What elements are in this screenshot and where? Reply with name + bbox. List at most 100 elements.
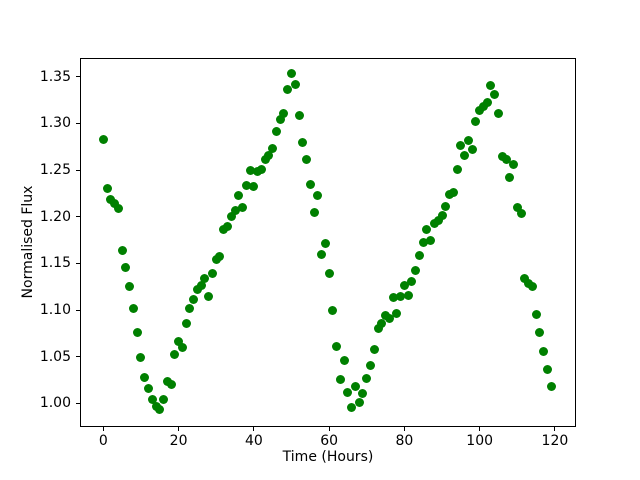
data-point [302,155,312,165]
data-point [343,387,353,397]
data-point [200,273,210,283]
data-point [478,102,488,112]
data-point [486,80,496,90]
data-point [407,276,417,286]
data-point [249,182,259,192]
data-point [373,324,383,334]
y-tick-label: 1.35 [39,68,71,85]
data-point [241,181,251,191]
x-tick-mark [253,427,255,431]
data-point [509,159,519,169]
data-point [350,382,360,391]
data-point [414,251,424,261]
data-point [501,155,511,165]
y-tick-mark [76,169,80,171]
y-tick-mark [76,356,80,358]
data-point [520,273,530,283]
data-point [384,313,394,323]
data-point [426,235,436,245]
data-point [143,383,153,393]
data-point [174,337,184,347]
y-tick-label: 1.00 [39,395,71,412]
data-point [418,238,428,248]
x-tick-label: 120 [541,433,569,449]
data-point [493,108,503,118]
x-tick-mark [102,427,104,431]
data-point [264,150,274,160]
data-point [215,252,225,262]
data-point [475,105,485,115]
data-point [347,403,357,413]
data-point [422,225,432,235]
y-tick-mark [76,122,80,124]
data-point [527,282,537,292]
x-tick-mark [554,427,556,431]
y-tick-label: 1.15 [39,255,71,272]
data-point [539,346,549,356]
data-point [185,303,195,313]
data-point [369,344,379,354]
data-point [335,374,345,384]
y-tick-label: 1.25 [39,162,71,179]
data-point [467,145,477,155]
data-point [460,150,470,160]
data-point [535,327,545,337]
data-point [196,281,206,291]
data-point [441,201,451,211]
data-point [132,327,142,337]
data-point [377,319,387,329]
data-point [283,85,293,95]
data-point [113,203,123,213]
data-point [490,89,500,99]
y-tick-label: 1.10 [39,302,71,318]
x-tick-label: 60 [320,433,339,449]
data-point [230,205,240,215]
data-point [505,173,515,183]
x-tick-label: 20 [169,433,188,449]
data-point [317,250,327,260]
data-point [268,144,278,154]
y-tick-label: 1.30 [39,115,71,132]
data-point [256,164,266,174]
x-tick-label: 100 [466,433,494,449]
data-point [411,266,421,276]
data-point [471,117,481,127]
y-axis-label: Normalised Flux [20,185,36,299]
data-point [358,389,368,399]
data-point [121,262,131,272]
x-tick-mark [178,427,180,431]
data-point [332,341,342,351]
y-tick-mark [76,309,80,311]
data-point [309,208,319,218]
x-tick-mark [479,427,481,431]
data-point [260,155,270,165]
data-point [140,372,150,382]
y-tick-label: 1.05 [39,348,71,365]
data-point [290,79,300,89]
data-point [399,281,409,291]
x-tick-label: 0 [98,433,108,449]
x-tick-label: 40 [244,433,263,449]
y-tick-mark [76,402,80,404]
data-point [305,180,315,190]
x-tick-label: 80 [395,433,414,449]
data-point [204,291,214,301]
data-point [546,382,556,391]
data-point [238,202,248,212]
data-point [128,303,138,313]
data-point [189,295,199,305]
x-tick-mark [403,427,405,431]
data-point [117,245,127,255]
data-point [531,310,541,320]
data-point [192,284,202,294]
data-point [482,98,492,108]
y-tick-mark [76,216,80,218]
data-point [512,202,522,212]
data-point [456,141,466,151]
data-point [136,353,146,363]
data-point [286,68,296,78]
data-point [110,199,120,209]
data-point [181,318,191,328]
data-point [170,350,180,360]
